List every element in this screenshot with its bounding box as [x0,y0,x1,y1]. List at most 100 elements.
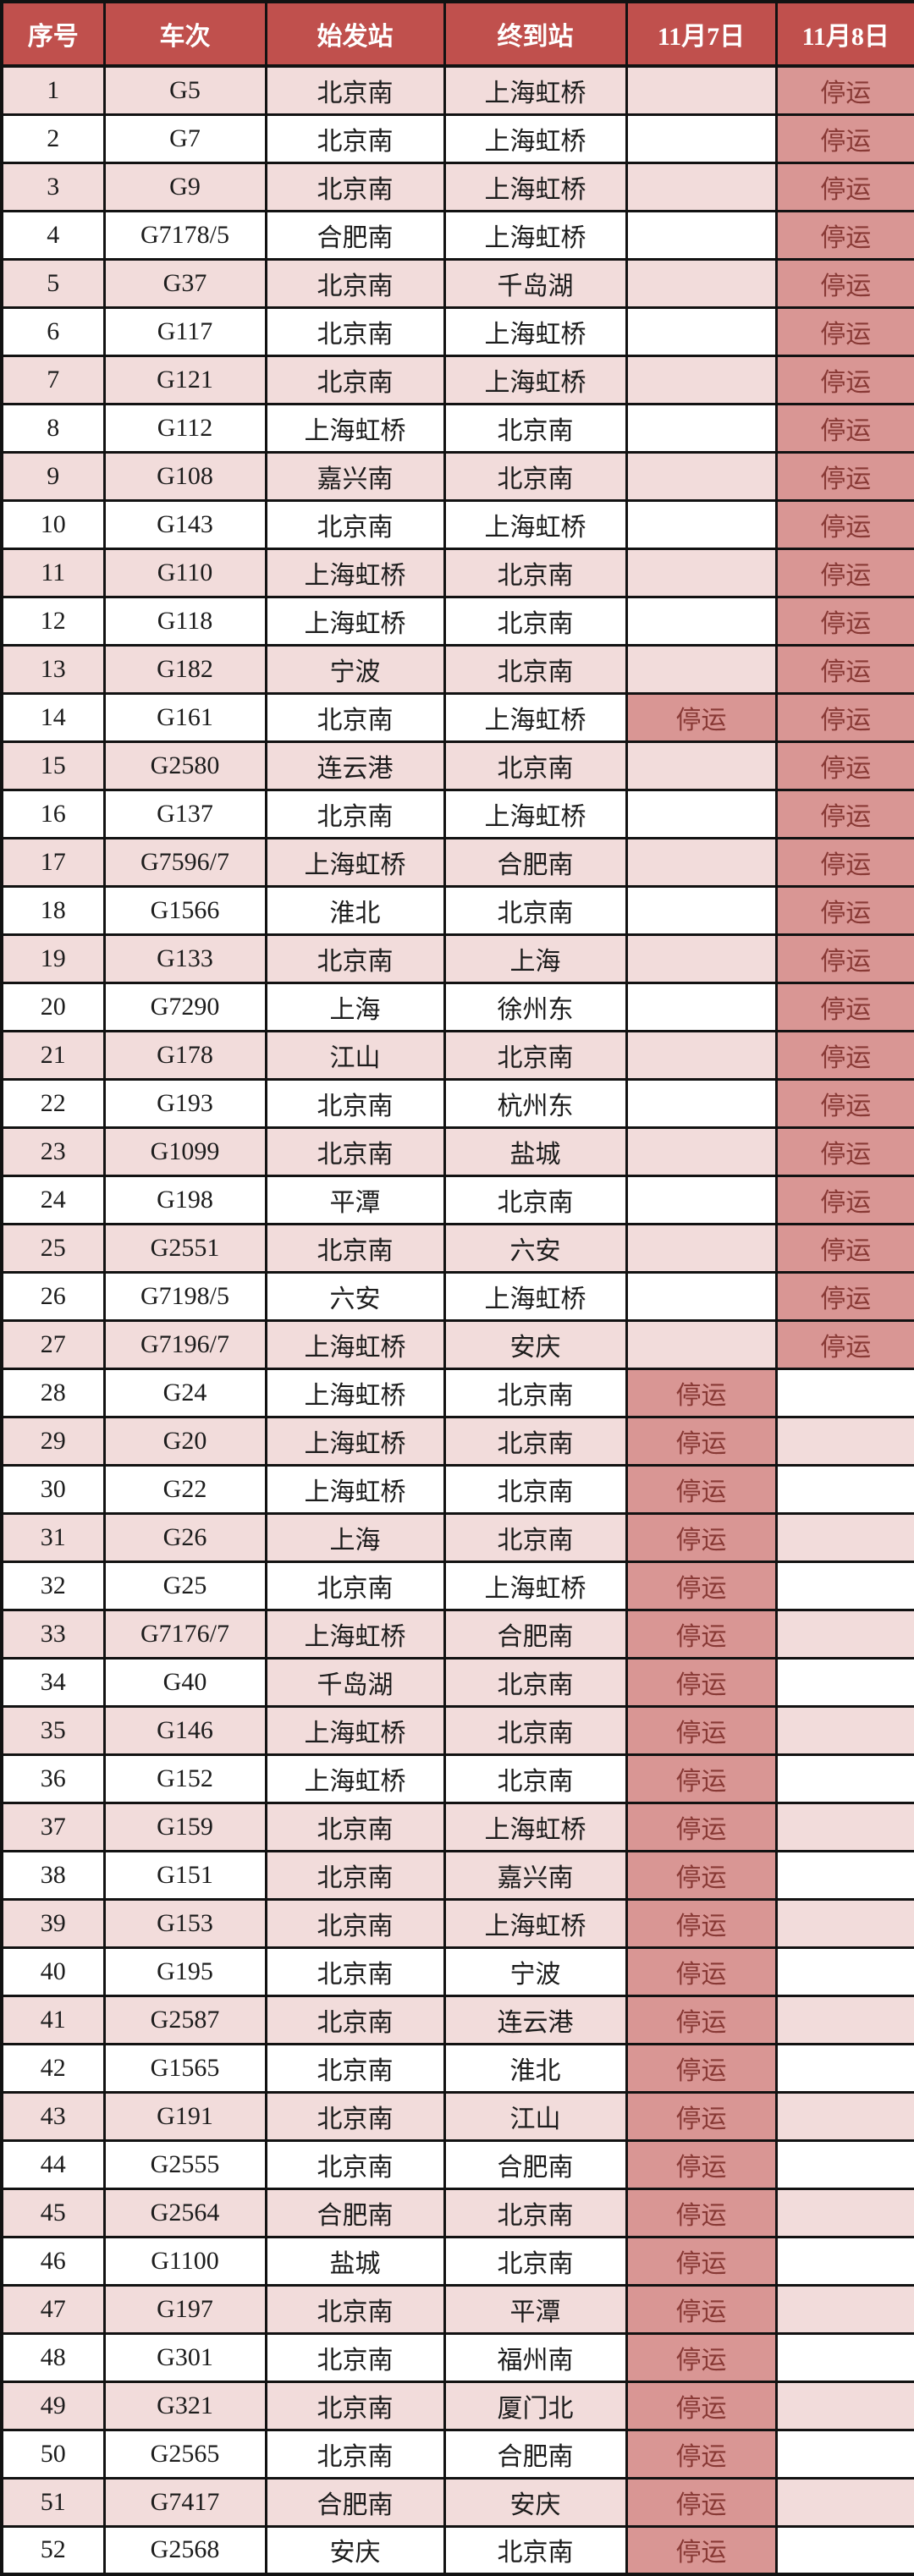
origin-station-cell: 北京南 [264,113,446,164]
table-row: 46 G1100 盐城 北京南 停运 [0,2235,914,2287]
origin-station-cell: 合肥南 [264,2476,446,2528]
train-number-cell: G193 [102,1077,267,1129]
origin-station-cell: 北京南 [264,498,446,550]
row-number-cell: 39 [0,1897,106,1949]
row-number-cell: 15 [0,740,106,791]
origin-station-cell: 北京南 [264,1222,446,1274]
row-number-cell: 9 [0,450,106,502]
destination-station-cell: 六安 [443,1222,628,1274]
train-number-cell: G20 [102,1415,267,1467]
origin-station-cell: 上海虹桥 [264,1415,446,1467]
origin-station-cell: 合肥南 [264,209,446,261]
row-number-cell: 44 [0,2138,106,2190]
nov8-status-cell [774,1753,914,1804]
nov7-status-cell: 停运 [625,2090,778,2142]
table-row: 15 G2580 连云港 北京南 停运 [0,740,914,791]
destination-station-cell: 北京南 [443,547,628,598]
destination-station-cell: 合肥南 [443,2428,628,2480]
row-number-cell: 36 [0,1753,106,1804]
row-number-cell: 52 [0,2524,106,2576]
destination-station-cell: 北京南 [443,740,628,791]
destination-station-cell: 杭州东 [443,1077,628,1129]
nov8-status-cell [774,1897,914,1949]
row-number-cell: 37 [0,1801,106,1852]
origin-station-cell: 北京南 [264,257,446,309]
row-number-cell: 28 [0,1367,106,1418]
train-number-cell: G178 [102,1029,267,1081]
nov7-status-cell [625,450,778,502]
train-number-cell: G153 [102,1897,267,1949]
row-number-cell: 1 [0,64,106,116]
nov8-status-cell [774,2476,914,2528]
row-number-cell: 42 [0,2042,106,2094]
nov7-status-cell: 停运 [625,1415,778,1467]
origin-station-cell: 江山 [264,1029,446,1081]
nov7-status-cell [625,740,778,791]
nov7-status-cell [625,933,778,984]
row-number-cell: 47 [0,2283,106,2335]
table-row: 48 G301 北京南 福州南 停运 [0,2331,914,2383]
nov8-status-cell: 停运 [774,1174,914,1225]
nov8-status-cell: 停运 [774,1318,914,1370]
train-number-cell: G146 [102,1704,267,1756]
nov8-status-cell: 停运 [774,1126,914,1177]
destination-station-cell: 上海 [443,933,628,984]
table-row: 22 G193 北京南 杭州东 停运 [0,1077,914,1129]
nov7-status-cell: 停运 [625,1704,778,1756]
nov8-status-cell: 停运 [774,257,914,309]
destination-station-cell: 北京南 [443,2524,628,2576]
row-number-cell: 22 [0,1077,106,1129]
train-number-cell: G24 [102,1367,267,1418]
table-row: 6 G117 北京南 上海虹桥 停运 [0,305,914,357]
nov8-status-cell [774,2331,914,2383]
train-number-cell: G2565 [102,2428,267,2480]
row-number-cell: 14 [0,691,106,743]
origin-station-cell: 北京南 [264,2380,446,2431]
destination-station-cell: 北京南 [443,2235,628,2287]
train-number-cell: G137 [102,788,267,839]
nov8-status-cell [774,2524,914,2576]
destination-station-cell: 徐州东 [443,981,628,1032]
nov7-status-cell [625,354,778,405]
nov8-status-cell: 停运 [774,64,914,116]
table-row: 16 G137 北京南 上海虹桥 停运 [0,788,914,839]
destination-station-cell: 北京南 [443,1029,628,1081]
nov8-status-cell [774,2283,914,2335]
nov8-status-cell: 停运 [774,884,914,936]
nov8-status-cell [774,1608,914,1660]
table-row: 33 G7176/7 上海虹桥 合肥南 停运 [0,1608,914,1660]
table-row: 14 G161 北京南 上海虹桥 停运 停运 [0,691,914,743]
nov8-status-cell: 停运 [774,547,914,598]
table-row: 42 G1565 北京南 淮北 停运 [0,2042,914,2094]
table-row: 23 G1099 北京南 盐城 停运 [0,1126,914,1177]
train-number-cell: G301 [102,2331,267,2383]
row-number-cell: 45 [0,2187,106,2238]
destination-station-cell: 北京南 [443,1753,628,1804]
nov7-status-cell [625,1029,778,1081]
table-row: 26 G7198/5 六安 上海虹桥 停运 [0,1270,914,1322]
origin-station-cell: 北京南 [264,1801,446,1852]
table-row: 38 G151 北京南 嘉兴南 停运 [0,1849,914,1901]
table-header: 序号 车次 始发站 终到站 11月7日 11月8日 [0,0,914,68]
row-number-cell: 19 [0,933,106,984]
header-origin-station: 始发站 [264,0,446,68]
train-number-cell: G112 [102,402,267,454]
nov8-status-cell: 停运 [774,354,914,405]
table-row: 37 G159 北京南 上海虹桥 停运 [0,1801,914,1852]
nov7-status-cell: 停运 [625,1367,778,1418]
origin-station-cell: 上海虹桥 [264,1318,446,1370]
train-number-cell: G25 [102,1560,267,1611]
nov7-status-cell [625,1270,778,1322]
nov7-status-cell: 停运 [625,691,778,743]
nov7-status-cell: 停运 [625,1656,778,1708]
destination-station-cell: 厦门北 [443,2380,628,2431]
train-number-cell: G118 [102,595,267,647]
row-number-cell: 48 [0,2331,106,2383]
destination-station-cell: 北京南 [443,1656,628,1708]
nov8-status-cell [774,1560,914,1611]
train-number-cell: G2564 [102,2187,267,2238]
origin-station-cell: 北京南 [264,1897,446,1949]
origin-station-cell: 北京南 [264,788,446,839]
train-number-cell: G26 [102,1511,267,1563]
row-number-cell: 33 [0,1608,106,1660]
